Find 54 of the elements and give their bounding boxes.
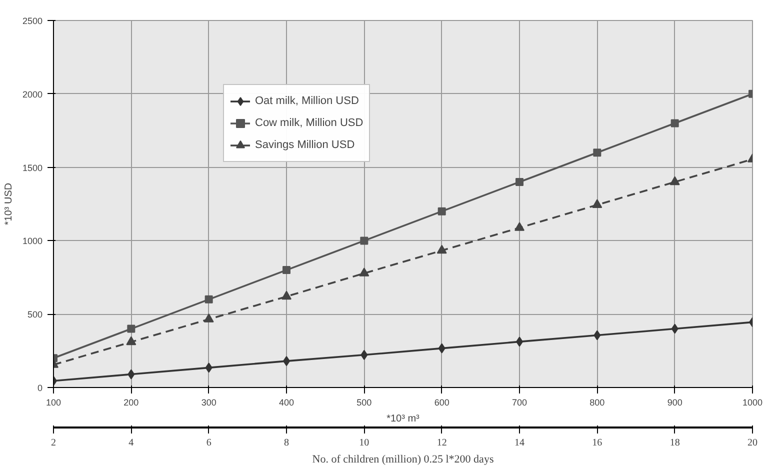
- y-axis-title: *10³ USD: [3, 182, 14, 226]
- legend-label: Oat milk, Million USD: [255, 95, 359, 107]
- x2-tick-label: 6: [206, 438, 212, 448]
- point: [438, 207, 446, 216]
- point: [670, 176, 680, 186]
- x2-tick-label: 4: [128, 438, 134, 448]
- x-tick-label: 500: [356, 398, 372, 408]
- x-tick-label: 1000: [742, 398, 763, 408]
- point: [126, 336, 136, 346]
- point: [514, 222, 524, 231]
- x-tick-label: 200: [124, 398, 139, 408]
- y-tick-label: 2500: [22, 16, 43, 26]
- x-tick-label: 400: [278, 398, 294, 408]
- x-tick-label: 900: [667, 398, 682, 408]
- legend-label: Savings Million USD: [255, 139, 355, 151]
- x-axis-title: *10³ m³: [386, 414, 420, 424]
- point: [282, 266, 290, 274]
- y-tick-label: 1500: [22, 162, 43, 173]
- point: [594, 330, 601, 340]
- y-tick-label: 0: [37, 383, 43, 393]
- y-tick-label: 500: [27, 310, 43, 320]
- point: [128, 369, 135, 380]
- y-tick-label: 1000: [22, 236, 43, 246]
- point: [592, 199, 602, 208]
- point: [438, 343, 446, 354]
- x2-tick-label: 18: [670, 438, 680, 448]
- point: [205, 362, 212, 373]
- point: [359, 268, 370, 276]
- x2-tick-label: 20: [748, 438, 758, 448]
- point: [204, 295, 213, 304]
- x-tick-label: 100: [46, 398, 62, 408]
- x-tick-label: 300: [201, 398, 216, 408]
- x2-tick-label: 14: [514, 438, 524, 448]
- point: [593, 148, 602, 157]
- x2-axis-title: No. of children (million) 0.25 l*200 days: [312, 454, 494, 466]
- point: [670, 119, 679, 128]
- x-tick-label: 800: [590, 398, 605, 408]
- x2-tick-label: 16: [592, 438, 602, 448]
- point: [671, 324, 678, 334]
- point: [516, 178, 524, 186]
- x2-tick-label: 8: [284, 438, 289, 448]
- y-tick-label: 2000: [22, 89, 43, 100]
- point: [360, 350, 368, 360]
- point: [360, 236, 368, 245]
- point: [436, 244, 447, 254]
- legend-label: Cow milk, Million USD: [255, 117, 364, 129]
- point: [127, 324, 136, 333]
- point: [282, 290, 292, 300]
- point: [204, 314, 214, 322]
- x2-tick-label: 12: [436, 438, 447, 448]
- x-tick-label: 700: [512, 398, 528, 408]
- x2-tick-label: 10: [359, 438, 370, 448]
- x-tick-label: 600: [434, 398, 450, 408]
- x2-tick-label: 2: [51, 438, 56, 448]
